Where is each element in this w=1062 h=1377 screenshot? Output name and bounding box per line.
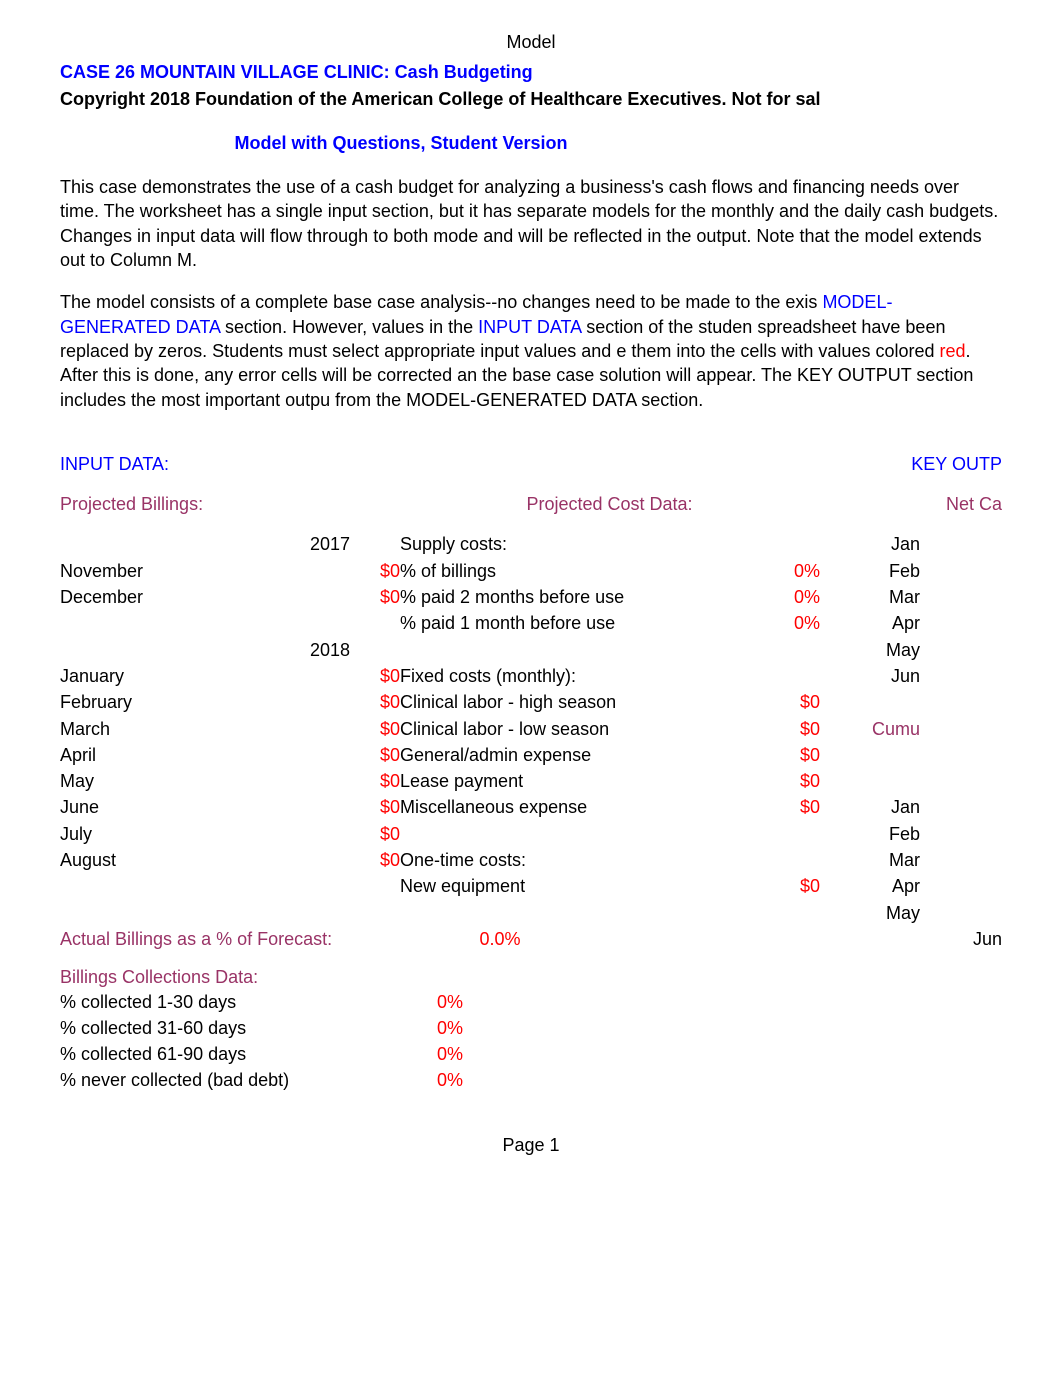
coll-never-label: % never collected (bad debt) xyxy=(60,1068,380,1092)
projected-cost-header: Projected Cost Data: xyxy=(526,492,692,516)
page-footer: Page 1 xyxy=(60,1133,1002,1157)
val-pct-2mo: 0% xyxy=(700,585,820,609)
paragraph-1: This case demonstrates the use of a cash… xyxy=(60,175,1002,272)
month-may: May xyxy=(60,769,260,793)
projected-billings-header: Projected Billings: xyxy=(60,492,203,516)
val-jun: $0 xyxy=(350,795,400,819)
month-dec: December xyxy=(60,585,260,609)
val-feb: $0 xyxy=(350,690,400,714)
right-month-jun-2: Jun xyxy=(902,927,1002,951)
year-2018: 2018 xyxy=(260,638,350,662)
right-month-apr-2: Apr xyxy=(820,874,920,898)
misc-label: Miscellaneous expense xyxy=(400,795,700,819)
coll-1-30-label: % collected 1-30 days xyxy=(60,990,380,1014)
main-data-grid: 2017 Supply costs: Jan November $0 % of … xyxy=(60,532,1002,924)
net-ca-header: Net Ca xyxy=(946,492,1002,516)
val-clinical-high: $0 xyxy=(700,690,820,714)
copyright-line: Copyright 2018 Foundation of the America… xyxy=(60,87,1002,111)
actual-billings-row: Actual Billings as a % of Forecast: 0.0%… xyxy=(60,927,1002,951)
pct-billings-label: % of billings xyxy=(400,559,700,583)
month-jul: July xyxy=(60,822,260,846)
val-new-equip: $0 xyxy=(700,874,820,898)
month-jan: January xyxy=(60,664,260,688)
right-month-feb-1: Feb xyxy=(820,559,920,583)
gen-admin-label: General/admin expense xyxy=(400,743,700,767)
p2-red-word: red xyxy=(940,341,966,361)
val-jan: $0 xyxy=(350,664,400,688)
lease-label: Lease payment xyxy=(400,769,700,793)
one-time-label: One-time costs: xyxy=(400,848,700,872)
actual-billings-label: Actual Billings as a % of Forecast: xyxy=(60,927,400,951)
right-month-apr-1: Apr xyxy=(820,611,920,635)
coll-1-30-val: 0% xyxy=(380,990,520,1014)
val-pct-billings: 0% xyxy=(700,559,820,583)
collections-grid: % collected 1-30 days 0% % collected 31-… xyxy=(60,990,1002,1093)
case-title: CASE 26 MOUNTAIN VILLAGE CLINIC: Cash Bu… xyxy=(60,60,1002,84)
clinical-high-label: Clinical labor - high season xyxy=(400,690,700,714)
val-misc: $0 xyxy=(700,795,820,819)
val-dec: $0 xyxy=(350,585,400,609)
val-pct-1mo: 0% xyxy=(700,611,820,635)
fixed-costs-label: Fixed costs (monthly): xyxy=(400,664,700,688)
coll-never-val: 0% xyxy=(380,1068,520,1092)
section-headers-row: INPUT DATA: KEY OUTP xyxy=(60,452,1002,476)
billings-collections-header: Billings Collections Data: xyxy=(60,965,1002,989)
subtitle: Model with Questions, Student Version xyxy=(0,131,1002,155)
clinical-low-label: Clinical labor - low season xyxy=(400,717,700,741)
month-feb: February xyxy=(60,690,260,714)
right-month-feb-2: Feb xyxy=(820,822,920,846)
cumu-label: Cumu xyxy=(820,717,920,741)
right-month-may-1: May xyxy=(820,638,920,662)
p2-text-a: The model consists of a complete base ca… xyxy=(60,292,822,312)
val-gen-admin: $0 xyxy=(700,743,820,767)
paragraph-2: The model consists of a complete base ca… xyxy=(60,290,1002,411)
right-month-mar-1: Mar xyxy=(820,585,920,609)
val-lease: $0 xyxy=(700,769,820,793)
month-jun: June xyxy=(60,795,260,819)
month-apr: April xyxy=(60,743,260,767)
subsection-headers-row: Projected Billings: Projected Cost Data:… xyxy=(60,492,1002,516)
right-month-jan-2: Jan xyxy=(820,795,920,819)
pct-paid-2mo-label: % paid 2 months before use xyxy=(400,585,700,609)
new-equip-label: New equipment xyxy=(400,874,700,898)
model-label: Model xyxy=(60,30,1002,54)
right-month-jun-1: Jun xyxy=(820,664,920,688)
coll-31-60-label: % collected 31-60 days xyxy=(60,1016,380,1040)
right-month-mar-2: Mar xyxy=(820,848,920,872)
coll-61-90-val: 0% xyxy=(380,1042,520,1066)
right-month-may-2: May xyxy=(820,901,920,925)
val-clinical-low: $0 xyxy=(700,717,820,741)
p2-input-data: INPUT DATA xyxy=(478,317,581,337)
pct-paid-1mo-label: % paid 1 month before use xyxy=(400,611,700,635)
month-nov: November xyxy=(60,559,260,583)
val-aug: $0 xyxy=(350,848,400,872)
p2-text-c: section. However, values in the xyxy=(220,317,478,337)
val-may: $0 xyxy=(350,769,400,793)
supply-costs-label: Supply costs: xyxy=(400,532,700,556)
coll-31-60-val: 0% xyxy=(380,1016,520,1040)
input-data-header: INPUT DATA: xyxy=(60,452,169,476)
year-2017: 2017 xyxy=(260,532,350,556)
val-nov: $0 xyxy=(350,559,400,583)
val-mar: $0 xyxy=(350,717,400,741)
coll-61-90-label: % collected 61-90 days xyxy=(60,1042,380,1066)
right-month-jan-1: Jan xyxy=(820,532,920,556)
month-aug: August xyxy=(60,848,260,872)
month-mar: March xyxy=(60,717,260,741)
key-outp-header: KEY OUTP xyxy=(911,452,1002,476)
val-jul: $0 xyxy=(350,822,400,846)
actual-billings-value: 0.0% xyxy=(400,927,600,951)
val-apr: $0 xyxy=(350,743,400,767)
